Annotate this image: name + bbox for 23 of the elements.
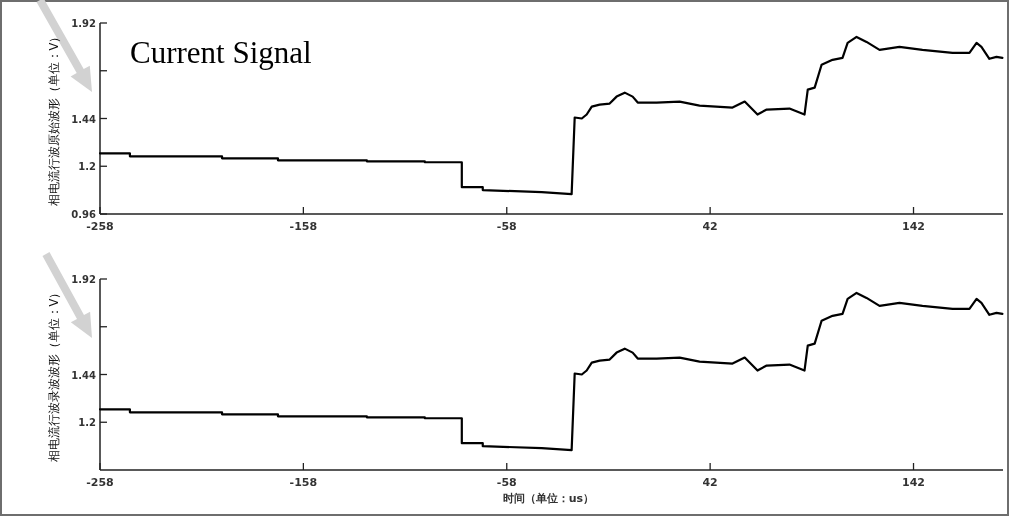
- x-tick-label: -58: [496, 220, 517, 233]
- x-tick-label: -158: [289, 476, 318, 489]
- y-tick-label: 1.44: [71, 113, 97, 125]
- y-tick-label: 0.96: [71, 209, 97, 220]
- x-tick-label: -58: [496, 476, 517, 489]
- y-tick-label: 1.92: [71, 18, 97, 29]
- y-tick-label: 1.2: [78, 161, 97, 173]
- x-tick-label: 142: [902, 476, 925, 489]
- y-axis-title: 相电流行波原始波形（单位：V）: [47, 30, 61, 207]
- y-tick-label: 1.44: [71, 369, 97, 381]
- line-series: [98, 35, 1004, 196]
- x-tick-label: 42: [702, 476, 718, 489]
- line-series: [98, 291, 1004, 452]
- y-tick-label: 1.92: [71, 274, 97, 285]
- chart-title: Current Signal: [130, 35, 312, 70]
- x-tick-label: 42: [702, 220, 718, 233]
- y-tick-label: 1.2: [78, 417, 97, 429]
- x-axis-title: 时间（单位：us）: [502, 492, 595, 505]
- x-tick-label: 142: [902, 220, 925, 233]
- x-tick-label: -258: [86, 476, 114, 489]
- x-tick-label: -258: [86, 220, 114, 233]
- x-tick-label: -158: [289, 220, 318, 233]
- y-axis-title: 相电流行波录波波形（单位：V）: [47, 286, 61, 463]
